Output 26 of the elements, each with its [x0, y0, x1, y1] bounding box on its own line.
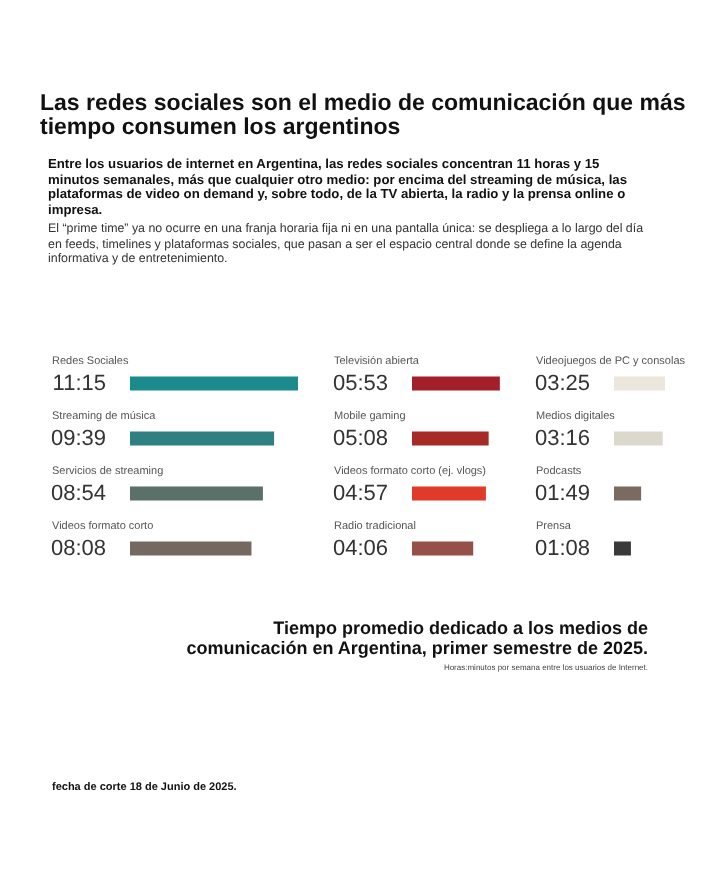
bar: [130, 486, 263, 501]
bar: [130, 376, 298, 391]
text: Tiempo promedio dedicado a los medios de comunicación en Argentina, primer semestre de 2025.: [184, 618, 648, 658]
bar: [412, 431, 489, 446]
data-label: 04:06: [332, 536, 388, 561]
bar: [130, 431, 275, 446]
bar: [130, 541, 252, 556]
data-label: 05:53: [332, 371, 388, 396]
bar: [614, 486, 642, 501]
bar: [614, 541, 631, 556]
data-label: 01:49: [534, 481, 590, 506]
bar: [614, 376, 666, 391]
data-label: 09:39: [50, 426, 106, 451]
data-label: 01:08: [534, 536, 590, 561]
data-label: 03:16: [534, 426, 590, 451]
bar: [614, 431, 663, 446]
bar: [412, 541, 474, 556]
data-label: 04:57: [332, 481, 388, 506]
bar: [412, 486, 486, 501]
data-label: 11:15: [52, 371, 106, 396]
data-label: 08:54: [50, 481, 106, 506]
text: Las redes sociales son el medio de comunicación que más tiempo consumen los argentinos: [40, 92, 688, 140]
data-label: 05:08: [332, 426, 388, 451]
bar: [412, 376, 500, 391]
data-label: 03:25: [534, 371, 590, 396]
data-label: 08:08: [50, 536, 106, 561]
